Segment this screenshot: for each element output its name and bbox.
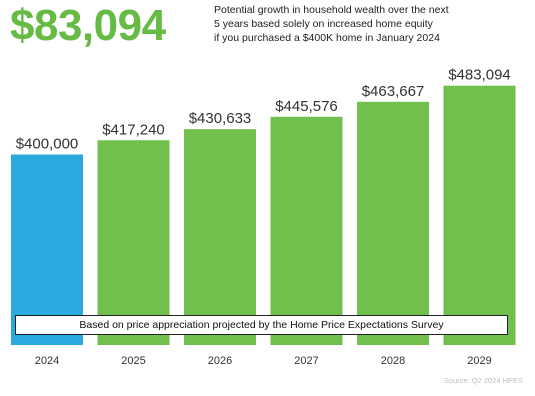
subtitle-line: if you purchased a $400K home in January… <box>214 32 440 44</box>
bar-2029 <box>443 85 516 346</box>
footnote-box: Based on price appreciation projected by… <box>15 315 508 335</box>
x-tick-label-2027: 2027 <box>294 355 318 367</box>
bar-2028 <box>357 101 429 346</box>
source-note: Source: Q2 2024 HPES <box>443 376 523 385</box>
value-label-2027: $445,576 <box>275 98 338 115</box>
headline-value: $83,094 <box>10 1 166 50</box>
x-tick-label-2029: 2029 <box>467 355 491 367</box>
x-tick-label-2026: 2026 <box>208 355 232 367</box>
bar-2025 <box>97 140 170 345</box>
value-label-2026: $430,633 <box>189 110 252 127</box>
value-label-2025: $417,240 <box>102 121 165 138</box>
value-label-2024: $400,000 <box>16 136 79 153</box>
value-label-2029: $483,094 <box>448 67 511 84</box>
bar-2027 <box>270 116 343 345</box>
subtitle-line: Potential growth in household wealth ove… <box>214 4 449 16</box>
subtitle-line: 5 years based solely on increased home e… <box>214 18 433 30</box>
x-tick-label-2024: 2024 <box>35 355 59 367</box>
chart-subtitle: Potential growth in household wealth ove… <box>214 3 524 45</box>
value-label-2028: $463,667 <box>362 83 425 100</box>
x-tick-label-2028: 2028 <box>381 355 405 367</box>
bar-2026 <box>184 129 256 345</box>
x-tick-label-2025: 2025 <box>121 355 145 367</box>
bar-2024 <box>11 154 83 345</box>
